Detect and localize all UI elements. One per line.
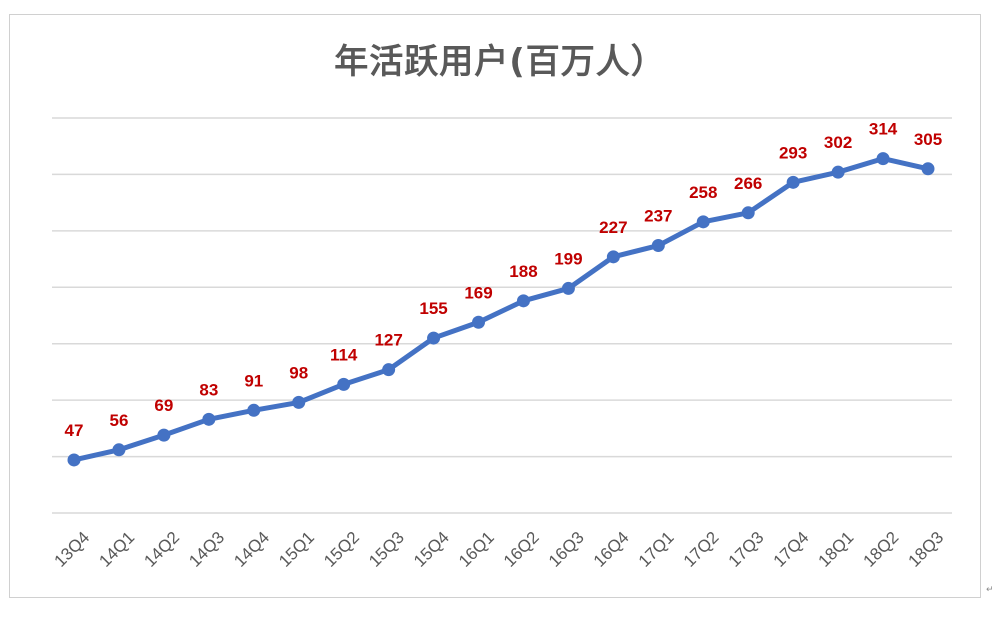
x-tick-label: 16Q3 bbox=[545, 528, 588, 571]
data-label: 188 bbox=[509, 262, 537, 281]
data-point bbox=[382, 363, 396, 377]
x-tick-label: 18Q1 bbox=[815, 528, 858, 571]
corner-mark: ↵ bbox=[986, 585, 994, 595]
data-point bbox=[247, 403, 261, 417]
x-tick-label: 16Q1 bbox=[455, 528, 498, 571]
x-tick-labels: 13Q4 14Q1 14Q2 14Q3 14Q4 15Q1 15Q2 15Q3 15Q4 16Q1… bbox=[50, 528, 947, 571]
data-point bbox=[67, 453, 81, 467]
x-tick-label: 17Q1 bbox=[635, 528, 678, 571]
data-point bbox=[516, 294, 530, 308]
series-line-layer bbox=[71, 156, 931, 463]
data-label: 293 bbox=[779, 143, 807, 162]
chart-frame bbox=[9, 14, 981, 598]
x-tick-label: 15Q2 bbox=[320, 528, 363, 571]
data-label: 114 bbox=[330, 345, 358, 364]
data-point bbox=[157, 428, 171, 442]
data-point bbox=[696, 215, 710, 229]
data-label: 69 bbox=[154, 396, 173, 415]
data-point bbox=[337, 377, 351, 391]
data-point bbox=[561, 281, 575, 295]
x-tick-label: 15Q1 bbox=[275, 528, 318, 571]
series-line bbox=[71, 156, 931, 463]
data-point bbox=[741, 206, 755, 220]
data-point bbox=[112, 443, 126, 457]
data-label: 56 bbox=[109, 411, 128, 430]
x-tick-label: 15Q4 bbox=[410, 528, 453, 571]
x-tick-label: 15Q3 bbox=[365, 528, 408, 571]
data-label: 47 bbox=[65, 421, 84, 440]
data-label: 98 bbox=[289, 363, 308, 382]
data-point bbox=[202, 412, 216, 426]
x-tick-label: 17Q2 bbox=[680, 528, 723, 571]
x-tick-label: 14Q2 bbox=[140, 528, 183, 571]
gridlines bbox=[52, 117, 952, 514]
data-point bbox=[606, 250, 620, 264]
data-label: 199 bbox=[554, 249, 582, 268]
data-label: 258 bbox=[689, 183, 717, 202]
data-label: 305 bbox=[914, 130, 942, 149]
data-point bbox=[472, 315, 486, 329]
data-label: 237 bbox=[644, 207, 672, 226]
data-label: 83 bbox=[199, 380, 218, 399]
data-label: 227 bbox=[599, 218, 627, 237]
data-point bbox=[651, 239, 665, 253]
x-tick-label: 17Q3 bbox=[725, 528, 768, 571]
data-label: 302 bbox=[824, 133, 852, 152]
data-label: 266 bbox=[734, 174, 762, 193]
data-label: 155 bbox=[419, 299, 447, 318]
data-point bbox=[831, 165, 845, 179]
data-point bbox=[427, 331, 441, 345]
x-tick-label: 18Q2 bbox=[860, 528, 903, 571]
data-label: 91 bbox=[244, 371, 263, 390]
x-tick-label: 17Q4 bbox=[770, 528, 813, 571]
x-tick-label: 14Q4 bbox=[230, 528, 273, 571]
x-tick-label: 16Q4 bbox=[590, 528, 633, 571]
data-labels: 47 56 69 83 91 98 114 127 155 169 188 199 227 237 258 2… bbox=[65, 120, 943, 440]
data-points bbox=[67, 152, 935, 467]
data-label: 169 bbox=[464, 283, 492, 302]
chart-title: 年活跃用户(百万人） bbox=[334, 42, 666, 82]
x-tick-label: 14Q3 bbox=[185, 528, 228, 571]
x-tick-label: 14Q1 bbox=[95, 528, 138, 571]
x-tick-label: 18Q3 bbox=[904, 528, 947, 571]
data-label: 127 bbox=[374, 331, 402, 350]
data-point bbox=[292, 395, 306, 409]
x-tick-label: 16Q2 bbox=[500, 528, 543, 571]
data-point bbox=[921, 162, 935, 176]
x-tick-label: 13Q4 bbox=[50, 528, 93, 571]
data-label: 314 bbox=[869, 120, 898, 139]
data-point bbox=[786, 175, 800, 189]
data-point bbox=[876, 152, 890, 166]
